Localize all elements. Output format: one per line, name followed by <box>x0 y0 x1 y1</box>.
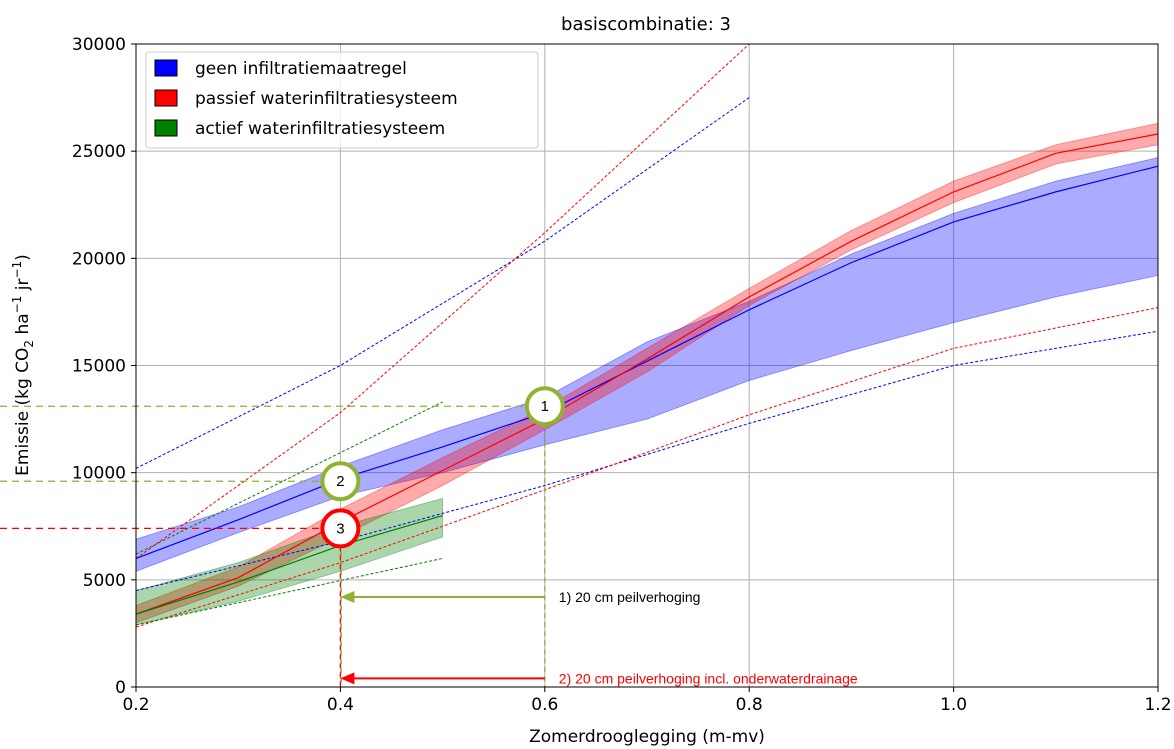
mean-line-series-2 <box>135 514 443 615</box>
marker-circle-3 <box>320 508 361 549</box>
legend-label-0: geen infiltratiemaatregel <box>195 59 407 79</box>
confidence-bands <box>136 122 1158 626</box>
mean-lines <box>135 133 1159 615</box>
y-tick-label-6: 30000 <box>72 35 126 55</box>
marker-label-2: 2 <box>336 473 344 490</box>
legend-swatch-0 <box>154 59 178 77</box>
y-tick-label-2: 10000 <box>72 464 126 484</box>
x-tick-label-5: 1.2 <box>1144 695 1171 715</box>
legend: geen infiltratiemaatregel passief waterin… <box>145 51 539 149</box>
mean-line-series-1 <box>135 133 1159 615</box>
dash-low-series-1 <box>136 307 1158 628</box>
band-series-2 <box>136 497 443 626</box>
band-series-0 <box>136 157 1158 572</box>
y-tick-label-3: 15000 <box>72 357 126 377</box>
band-series-1 <box>136 122 1158 624</box>
dash-low-series-0 <box>136 330 1158 592</box>
markers: 1 2 3 <box>320 386 565 549</box>
annotation-arrow-head-1 <box>340 672 355 685</box>
annotation-text-0: 1) 20 cm peilverhoging <box>559 589 701 605</box>
legend-label-2: actief waterinfiltratiesysteem <box>195 119 445 139</box>
legend-box <box>145 51 539 149</box>
y-axis-title: Emissie (kg CO2 ha−1 jr−1) <box>10 254 36 476</box>
dash-high-series-1 <box>136 44 750 559</box>
x-tick-label-0: 0.2 <box>122 695 149 715</box>
dash-high-series-2 <box>136 401 443 555</box>
x-tick-label-2: 0.6 <box>531 695 558 715</box>
x-axis-title: Zomerdrooglegging (m-mv) <box>529 727 765 747</box>
chart-title: basiscombinatie: 3 <box>561 14 731 35</box>
y-tick-label-4: 20000 <box>72 249 126 269</box>
reference-lines <box>0 405 546 687</box>
marker-label-3: 3 <box>336 520 344 537</box>
dash-high-series-0 <box>136 97 750 469</box>
annotation-arrow-head-0 <box>340 590 355 603</box>
y-tick-label-0: 0 <box>115 678 126 698</box>
marker-circle-1 <box>524 386 565 427</box>
legend-swatch-1 <box>154 89 178 107</box>
marker-label-1: 1 <box>541 398 549 415</box>
annotation-text-1: 2) 20 cm peilverhoging incl. onderwaterd… <box>559 670 858 686</box>
dashed-bound-lines <box>136 44 1158 628</box>
x-tick-label-1: 0.4 <box>327 695 354 715</box>
x-tick-label-3: 0.8 <box>736 695 763 715</box>
mean-line-series-0 <box>135 165 1159 559</box>
y-tick-label-5: 25000 <box>72 142 126 162</box>
annotations: 1) 20 cm peilverhoging 2) 20 cm peilverho… <box>340 589 858 686</box>
axis-ticks: 0.2 0.4 0.6 0.8 1.0 1.2 0 5000 10000 15000 20000 25… <box>72 35 1172 715</box>
dash-low-series-2 <box>136 557 443 626</box>
marker-circle-2 <box>320 461 361 502</box>
legend-swatch-2 <box>154 119 178 137</box>
x-tick-label-4: 1.0 <box>940 695 967 715</box>
y-tick-label-1: 5000 <box>83 571 126 591</box>
legend-label-1: passief waterinfiltratiesysteem <box>195 89 458 109</box>
